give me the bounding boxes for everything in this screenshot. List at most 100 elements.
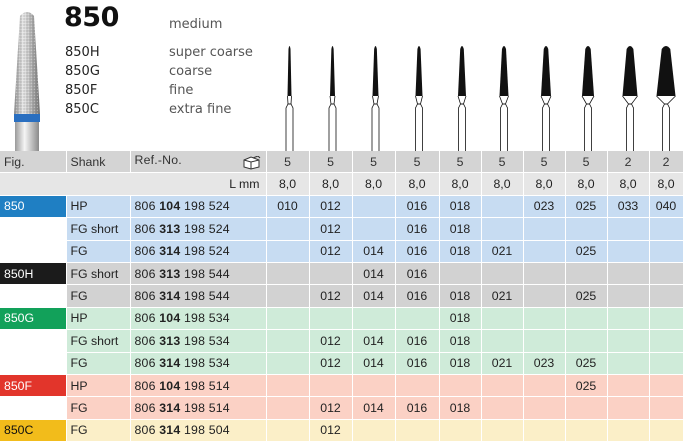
size-cell: [481, 262, 524, 286]
size-cell: [523, 374, 566, 398]
size-cell: 018: [439, 352, 482, 375]
col-header-ref-label: Ref.-No.: [134, 153, 182, 168]
packing-count-cell: 5: [352, 151, 396, 174]
col-header-fig: Fig.: [0, 151, 67, 174]
size-cell: 023: [523, 195, 566, 219]
size-cell: 014: [352, 396, 396, 420]
size-cell: [266, 352, 310, 375]
grade-code-850G: 850G: [65, 64, 100, 79]
size-cell: 012: [309, 419, 353, 443]
packing-count-cell: 5: [266, 151, 310, 174]
size-cell: [607, 307, 650, 331]
size-cell: 025: [565, 195, 608, 219]
shank-cell: HP: [66, 307, 131, 331]
size-cell: 014: [352, 262, 396, 286]
ref-number-cell: 806 314 198 544: [130, 284, 267, 308]
ref-suffix: 198 514: [184, 400, 230, 415]
length-cell: 8,0: [266, 172, 310, 196]
bur-silhouette: [622, 46, 638, 154]
size-cell: [607, 284, 650, 308]
size-cell: [649, 217, 683, 241]
size-cell: [266, 262, 310, 286]
fig-cell: 850: [0, 195, 67, 219]
size-cell: [266, 329, 310, 353]
size-cell: [649, 240, 683, 263]
shank-cell: FG: [66, 419, 131, 443]
ref-shank-code: 314: [159, 356, 181, 371]
bur-silhouette: [499, 46, 509, 154]
size-cell: [649, 419, 683, 443]
size-cell: 025: [565, 240, 608, 263]
size-cell: [439, 374, 482, 398]
length-row: L mm 8,0 8,0 8,0 8,0 8,0 8,0 8,0 8,0 8,0 8,0: [0, 172, 683, 196]
lmm-label: L mm: [0, 172, 267, 196]
size-cell: [439, 262, 482, 286]
size-cell: 018: [439, 396, 482, 420]
size-cell: [565, 307, 608, 331]
grade-code-850H: 850H: [65, 45, 100, 60]
size-cell: 018: [439, 217, 482, 241]
bur-silhouette: [540, 46, 552, 154]
ref-suffix: 198 534: [184, 311, 230, 326]
ref-shank-code: 314: [159, 400, 181, 415]
grade-code-850F: 850F: [65, 83, 98, 98]
package-icon: [243, 156, 260, 170]
size-cell: [481, 307, 524, 331]
size-cell: 018: [439, 240, 482, 263]
size-cell: [523, 217, 566, 241]
size-cell: [395, 374, 440, 398]
size-cell: [352, 195, 396, 219]
packing-count-cell: 2: [649, 151, 683, 174]
shank-cell: FG: [66, 240, 131, 263]
size-cell: 016: [395, 195, 440, 219]
fig-cell: [0, 240, 67, 263]
length-cell: 8,0: [439, 172, 482, 196]
ref-number-cell: 806 104 198 524: [130, 195, 267, 219]
shank-cell: FG: [66, 396, 131, 420]
size-cell: [523, 262, 566, 286]
length-cell: 8,0: [523, 172, 566, 196]
size-cell: [352, 374, 396, 398]
size-cell: [607, 396, 650, 420]
fig-cell: 850F: [0, 374, 67, 398]
ref-number-cell: 806 104 198 514: [130, 374, 267, 398]
size-cell: [565, 419, 608, 443]
size-cell: [481, 329, 524, 353]
grade-label-850F: fine: [169, 83, 194, 98]
table-row: FG 806 314 198 524 012 014 016 018 021 025: [0, 240, 683, 263]
table-row: 850F HP 806 104 198 514 025: [0, 374, 683, 398]
size-cell: 016: [395, 396, 440, 420]
ref-suffix: 198 544: [184, 289, 230, 304]
col-header-ref: Ref.-No.: [130, 151, 267, 174]
size-cell: [439, 419, 482, 443]
ref-suffix: 198 534: [184, 333, 230, 348]
packing-count-cell: 5: [565, 151, 608, 174]
ref-shank-code: 104: [159, 311, 181, 326]
shank-cell: HP: [66, 195, 131, 219]
ref-shank-code: 314: [159, 244, 181, 259]
bur-silhouette: [457, 46, 467, 154]
bur-size-silhouettes: [285, 46, 676, 154]
shank-cell: FG: [66, 284, 131, 308]
length-cell: 8,0: [481, 172, 524, 196]
packing-count-cell: 5: [309, 151, 353, 174]
table-row: 850 HP 806 104 198 524 010 012 016 018 023 025 03…: [0, 195, 683, 219]
ref-suffix: 198 504: [184, 423, 230, 438]
table-row: FG short 806 313 198 524 012 016 018: [0, 217, 683, 241]
size-cell: [565, 396, 608, 420]
fig-cell: [0, 217, 67, 241]
size-cell: [266, 307, 310, 331]
title-grade-label: medium: [169, 17, 223, 32]
diamond-bur-image: [14, 12, 40, 151]
ref-shank-code: 313: [159, 266, 181, 281]
fig-cell: [0, 396, 67, 420]
size-cell: [481, 419, 524, 443]
size-cell: 021: [481, 352, 524, 375]
ref-suffix: 198 514: [184, 378, 230, 393]
ref-prefix: 806: [134, 311, 156, 326]
size-cell: 014: [352, 240, 396, 263]
ref-prefix: 806: [134, 356, 156, 371]
ref-shank-code: 104: [159, 199, 181, 214]
fig-cell: [0, 352, 67, 375]
size-cell: 016: [395, 217, 440, 241]
